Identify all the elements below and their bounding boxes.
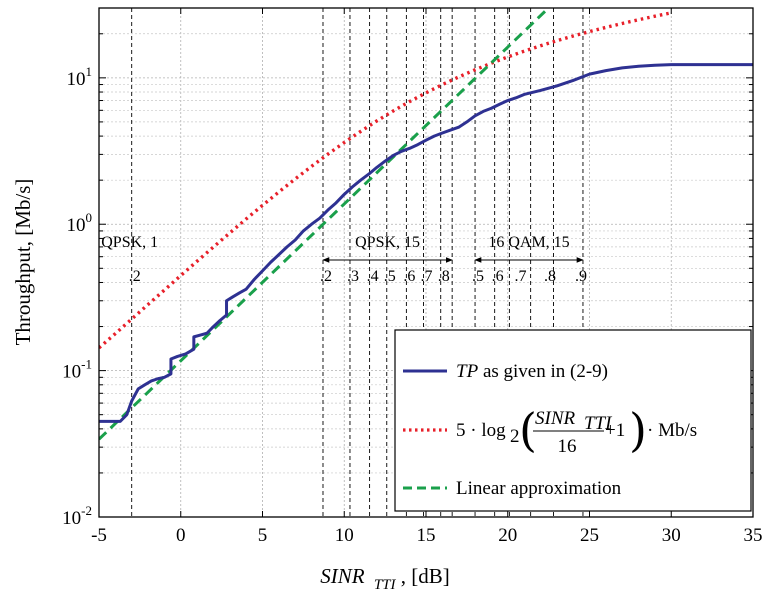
legend-formula-tail: +1 xyxy=(605,420,625,441)
annotation-rate-label: .5 xyxy=(384,268,396,285)
annotation-rate-label: .8 xyxy=(438,268,450,285)
y-tick-label: 101 xyxy=(67,64,93,90)
y-tick-label-base: 10 xyxy=(67,69,86,90)
x-axis-label-main: SINR xyxy=(320,564,365,588)
series-line-linear xyxy=(99,8,551,441)
legend: TP as given in (2-9) 5 · log 2 ( SINR TT… xyxy=(394,329,752,512)
legend-formula-sub2: 2 xyxy=(510,426,520,447)
annotation-rate-label: .9 xyxy=(575,268,587,285)
y-tick-label-exp: 0 xyxy=(86,210,93,225)
legend-box xyxy=(394,329,752,512)
x-tick-label: 0 xyxy=(176,525,186,546)
annotation-rate-label: .5 xyxy=(472,268,484,285)
legend-label-tp: TP as given in (2-9) xyxy=(456,361,608,382)
y-tick-label: 10-2 xyxy=(62,503,92,529)
annotation-rate-label: .4 xyxy=(367,268,379,285)
legend-formula-unit: · Mb/s xyxy=(647,420,697,441)
legend-formula-num: SINR xyxy=(535,408,576,429)
annotation-rate-label: .2 xyxy=(129,268,141,285)
series-group xyxy=(99,8,753,441)
y-axis-label: Throughput, [Mb/s] xyxy=(11,179,35,346)
legend-formula-num-sub: TTI xyxy=(584,413,613,434)
annotation-rate-label: .6 xyxy=(492,268,504,285)
x-tick-label: -5 xyxy=(91,525,107,546)
x-tick-label: 25 xyxy=(580,525,599,546)
y-tick-label: 100 xyxy=(67,210,93,236)
annotation-rate-label: .7 xyxy=(515,268,527,285)
y-tick-label-exp: 1 xyxy=(86,64,93,79)
annotation-rate-label: .6 xyxy=(403,268,415,285)
annotation-rate-label: .7 xyxy=(421,268,433,285)
annotation-rate-label: .3 xyxy=(347,268,359,285)
annotation-qpsk-15: QPSK, 15 xyxy=(355,234,420,251)
annotation-16qam-15: 16 QAM, 15 xyxy=(488,234,569,251)
y-tick-label: 10-1 xyxy=(62,357,92,383)
y-tick-label-exp: -2 xyxy=(81,503,92,518)
x-axis-label-sub: TTI xyxy=(374,577,397,593)
x-tick-label: 5 xyxy=(258,525,268,546)
annotation-rate-label: .8 xyxy=(544,268,556,285)
legend-label-shannon: 5 · log 2 ( SINR TTI 16 +1 ) · Mb/s xyxy=(456,403,697,457)
x-tick-label: 35 xyxy=(744,525,763,546)
x-tick-label: 30 xyxy=(662,525,681,546)
y-tick-label-base: 10 xyxy=(62,362,81,383)
legend-label-linear: Linear approximation xyxy=(456,478,622,499)
x-tick-label: 20 xyxy=(498,525,517,546)
series-line-tp xyxy=(99,63,753,423)
legend-label-tp-italic: TP xyxy=(456,361,479,382)
legend-formula-rparen: ) xyxy=(629,403,647,457)
x-axis-label-unit: , [dB] xyxy=(401,564,450,588)
y-tick-label-exp: -1 xyxy=(81,357,92,372)
y-tick-label-base: 10 xyxy=(67,215,86,236)
x-axis-label: SINR TTI , [dB] xyxy=(320,564,450,594)
legend-formula-coef: 5 · log xyxy=(456,420,506,441)
legend-formula-lparen: ( xyxy=(519,403,537,457)
legend-formula-den: 16 xyxy=(558,436,577,457)
annotation-rate-label: .2 xyxy=(320,268,332,285)
x-tick-label: 10 xyxy=(335,525,354,546)
y-tick-label-base: 10 xyxy=(62,508,81,529)
annotations: QPSK, 1 QPSK, 15 16 QAM, 15 .2 .3 .4 .5 .6 .7 .8.… xyxy=(101,234,587,285)
legend-label-tp-rest: as given in (2-9) xyxy=(478,361,608,382)
annotation-qpsk-1: QPSK, 1 xyxy=(101,234,158,251)
x-tick-label: 15 xyxy=(417,525,436,546)
